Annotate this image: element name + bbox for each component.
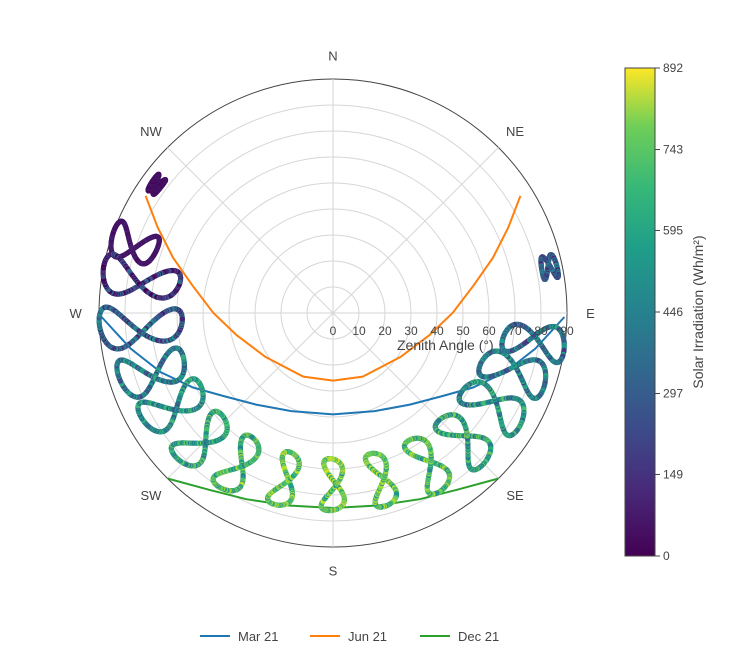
direction-label: NW: [140, 124, 162, 139]
radial-tick-labels: 0 10 20 30 40 50 60 70 80 90: [330, 324, 574, 338]
analemma-point: [197, 382, 204, 388]
analemma-loop: [145, 171, 169, 197]
direction-label: SW: [141, 488, 163, 503]
analemma-loop: [210, 432, 262, 494]
analemma-loop: [362, 450, 400, 510]
direction-label: E: [586, 306, 595, 321]
colorbar-tick-label: 297: [663, 387, 683, 401]
legend-label: Jun 21: [348, 629, 387, 644]
colorbar-title: Solar Irradiation (Wh/m²): [690, 235, 706, 388]
analemma-point: [180, 354, 186, 360]
legend-item[interactable]: Mar 21: [200, 629, 278, 644]
radial-tick-label: 30: [404, 324, 418, 338]
grid-spoke: [167, 312, 334, 479]
analemma-loop: [476, 348, 549, 401]
radial-tick-label: 70: [508, 324, 522, 338]
analemma-loops: [96, 171, 567, 514]
analemma-point: [219, 412, 225, 418]
colorbar-tick-label: 595: [663, 223, 683, 237]
colorbar: 0 149 297 446 595 743 892 Solar Irradiation (W…: [624, 61, 706, 563]
radial-tick-label: 10: [352, 324, 366, 338]
analemma-point: [179, 316, 185, 322]
colorbar-gradient: [624, 67, 656, 557]
analemma-loop: [432, 412, 494, 473]
radial-tick-label: 90: [560, 324, 574, 338]
colorbar-tick-label: 892: [663, 61, 683, 75]
analemma-point: [477, 362, 483, 368]
analemma-loop: [456, 379, 527, 439]
radial-tick-label: 50: [456, 324, 470, 338]
legend-label: Mar 21: [238, 629, 278, 644]
analemma-loop: [114, 345, 187, 400]
radial-tick-label: 60: [482, 324, 496, 338]
colorbar-tick-label: 0: [663, 549, 670, 563]
analemma-loop: [168, 408, 230, 469]
legend-label: Dec 21: [458, 629, 499, 644]
analemma-point: [159, 182, 165, 189]
colorbar-tick-label: 149: [663, 467, 683, 481]
radial-tick-label: 0: [330, 324, 337, 338]
compass-direction-labels: N NE E SE S SW W NW: [69, 49, 595, 579]
grid-spoke: [332, 147, 499, 314]
analemma-loop: [318, 456, 347, 514]
analemma-point: [539, 269, 545, 275]
analemma-loop: [108, 218, 162, 267]
analemma-point: [459, 389, 465, 395]
analemma-loop: [538, 252, 561, 282]
radial-tick-label: 40: [430, 324, 444, 338]
analemma-point: [406, 437, 412, 443]
direction-label: S: [329, 563, 338, 578]
series-line: [144, 195, 522, 382]
legend-item[interactable]: Dec 21: [420, 629, 499, 644]
legend[interactable]: Mar 21 Jun 21 Dec 21: [200, 629, 499, 644]
analemma-point: [154, 245, 161, 251]
analemma-point: [499, 338, 505, 344]
analemma-point: [249, 434, 255, 440]
colorbar-tick-label: 743: [663, 143, 683, 157]
colorbar-ticks: 0 149 297 446 595 743 892: [655, 61, 683, 563]
analemma-point: [177, 279, 183, 285]
analemma-loop: [499, 321, 567, 366]
legend-item[interactable]: Jun 21: [310, 629, 387, 644]
radial-tick-label: 20: [378, 324, 392, 338]
colorbar-tick-label: 446: [663, 305, 683, 319]
grid-spoke: [332, 312, 499, 479]
radial-tick-label: 80: [534, 324, 548, 338]
grid-spoke: [167, 147, 334, 314]
direction-label: N: [328, 49, 337, 64]
analemma-point: [436, 417, 442, 423]
analemma-loop: [401, 435, 453, 497]
polar-grid: [98, 78, 568, 548]
direction-label: W: [69, 306, 82, 321]
direction-label: SE: [506, 488, 524, 503]
analemma-loop: [265, 449, 302, 508]
analemma-point: [287, 449, 293, 455]
analemma-loop: [100, 251, 184, 301]
direction-label: NE: [506, 124, 524, 139]
analemma-loop: [96, 304, 185, 352]
analemma-loop: [135, 376, 206, 435]
radial-axis-title: Zenith Angle (°): [397, 337, 494, 353]
analemma-point: [368, 451, 374, 457]
analemma-point: [327, 456, 333, 462]
